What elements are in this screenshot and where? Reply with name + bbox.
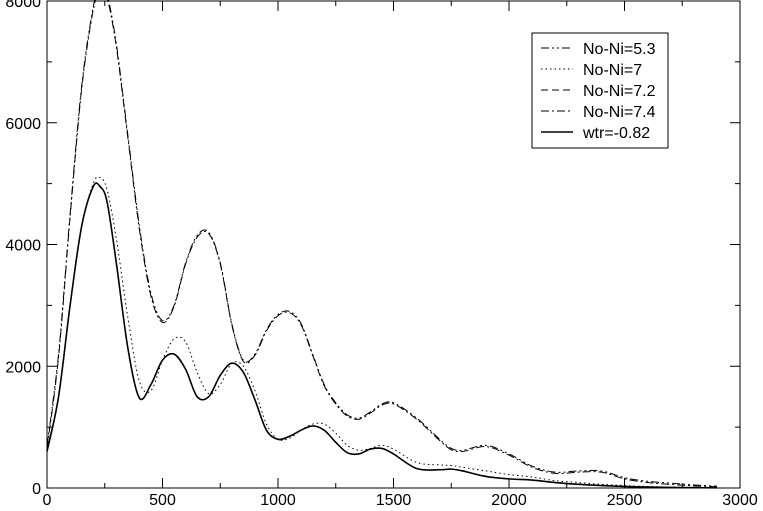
series-line-2 bbox=[46, 176, 717, 489]
legend-label: No-Ni=5.3 bbox=[583, 41, 656, 58]
x-tick-label: 1000 bbox=[260, 492, 296, 509]
x-tick-label: 1500 bbox=[376, 492, 412, 509]
x-tick-label: 2500 bbox=[607, 492, 643, 509]
y-tick-label: 4000 bbox=[5, 238, 41, 255]
legend: No-Ni=5.3 No-Ni=7 No-Ni=7.2 No-Ni=7.4 wtr=-0… bbox=[531, 32, 669, 149]
y-tick-label: 8000 bbox=[5, 0, 41, 11]
x-tick-label: 500 bbox=[149, 492, 176, 509]
legend-label: No-Ni=7.4 bbox=[583, 104, 656, 121]
legend-label: wtr=-0.82 bbox=[582, 125, 650, 142]
x-tick-label: 2000 bbox=[491, 492, 527, 509]
y-tick-label: 6000 bbox=[5, 116, 41, 133]
axis-tick-labels: 0 500 1000 1500 2000 2500 3000 0 2000 4000 6000 800… bbox=[5, 0, 757, 509]
x-tick-label: 0 bbox=[43, 492, 52, 509]
x-tick-label: 3000 bbox=[722, 492, 758, 509]
y-tick-label: 2000 bbox=[5, 359, 41, 376]
legend-label: No-Ni=7 bbox=[583, 62, 642, 79]
series-line-5 bbox=[46, 182, 717, 489]
series-lines bbox=[46, 0, 717, 489]
series-line-4 bbox=[46, 0, 717, 488]
series-line-3 bbox=[46, 182, 717, 489]
y-tick-label: 0 bbox=[32, 481, 41, 498]
legend-label: No-Ni=7.2 bbox=[583, 83, 656, 100]
axis-ticks bbox=[46, 0, 741, 489]
